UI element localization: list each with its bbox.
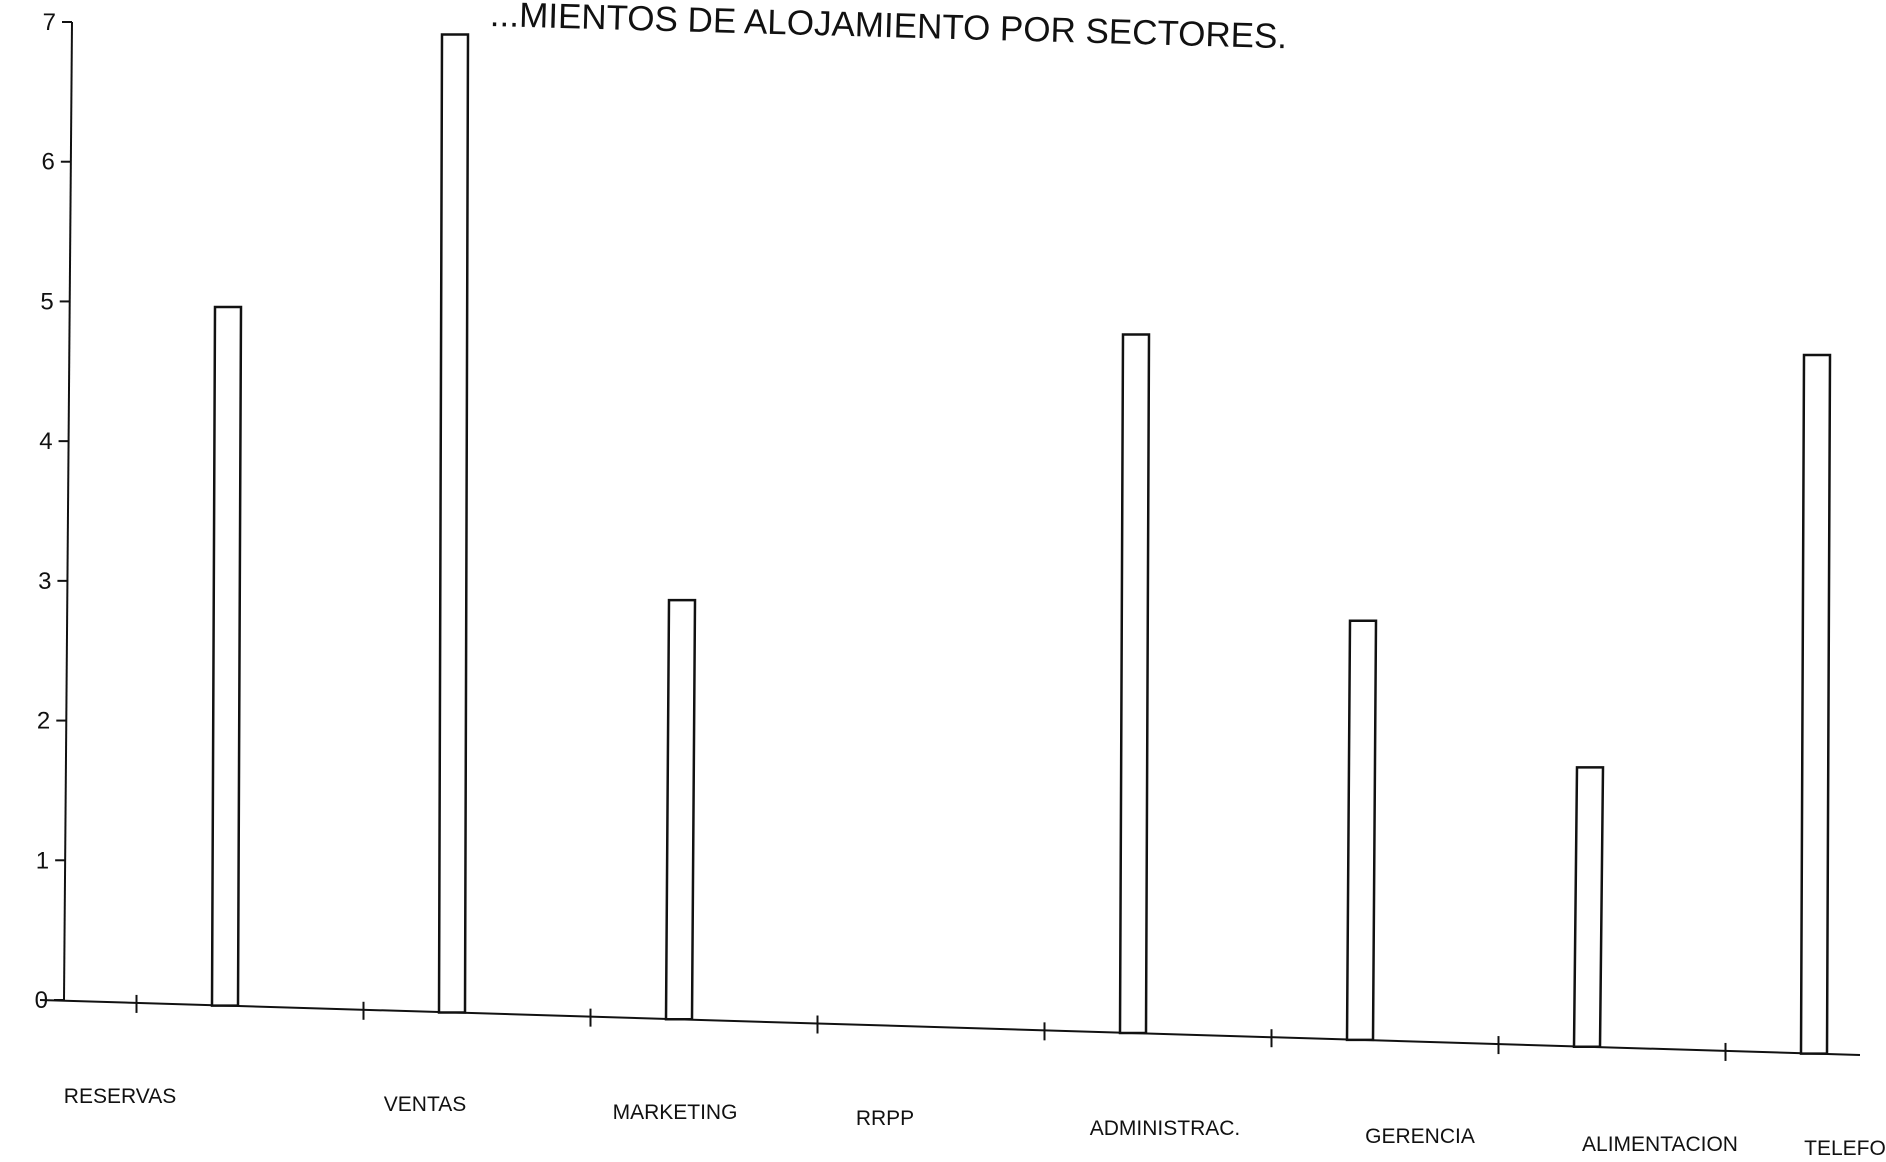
bar-gerencia xyxy=(1345,619,1378,1042)
y-axis-line xyxy=(63,21,73,1001)
x-tick-label: GERENCIA xyxy=(1365,1125,1475,1148)
x-tick-label: VENTAS xyxy=(384,1093,466,1116)
bar-ventas xyxy=(437,33,470,1014)
bar-telefo xyxy=(1799,353,1832,1055)
y-tick-label: 0 xyxy=(35,987,48,1014)
x-tick-label: RRPP xyxy=(856,1107,914,1130)
x-tick-label: ADMINISTRAC. xyxy=(1090,1117,1241,1140)
axes xyxy=(39,21,1861,1056)
bar-reservas xyxy=(210,305,243,1007)
bar-alimentacion xyxy=(1572,766,1605,1048)
bars-group xyxy=(210,33,1832,1055)
y-tick-label: 6 xyxy=(41,149,54,176)
y-tick-label: 7 xyxy=(43,9,56,36)
chart-title: ...MIENTOS DE ALOJAMIENTO POR SECTORES. xyxy=(489,0,1287,56)
y-tick-label: 1 xyxy=(36,847,49,874)
x-tick-label: MARKETING xyxy=(613,1101,738,1124)
x-tick-label: TELEFO xyxy=(1804,1137,1886,1160)
y-tick-label: 3 xyxy=(38,568,51,595)
y-tick-label: 4 xyxy=(39,428,52,455)
y-tick-label: 5 xyxy=(40,288,53,315)
y-axis-ticks: 0 1 2 3 4 5 6 7 xyxy=(35,9,72,1014)
x-axis-line xyxy=(39,999,1861,1056)
x-tick-label: ALIMENTACION xyxy=(1582,1133,1738,1156)
bar-administrac xyxy=(1118,333,1151,1035)
x-tick-label: RESERVAS xyxy=(64,1085,176,1108)
y-tick-label: 2 xyxy=(37,708,50,735)
bar-marketing xyxy=(664,598,697,1021)
x-axis-ticks: RESERVAS VENTAS MARKETING RRPP ADMINISTRAC. G… xyxy=(64,994,1886,1160)
